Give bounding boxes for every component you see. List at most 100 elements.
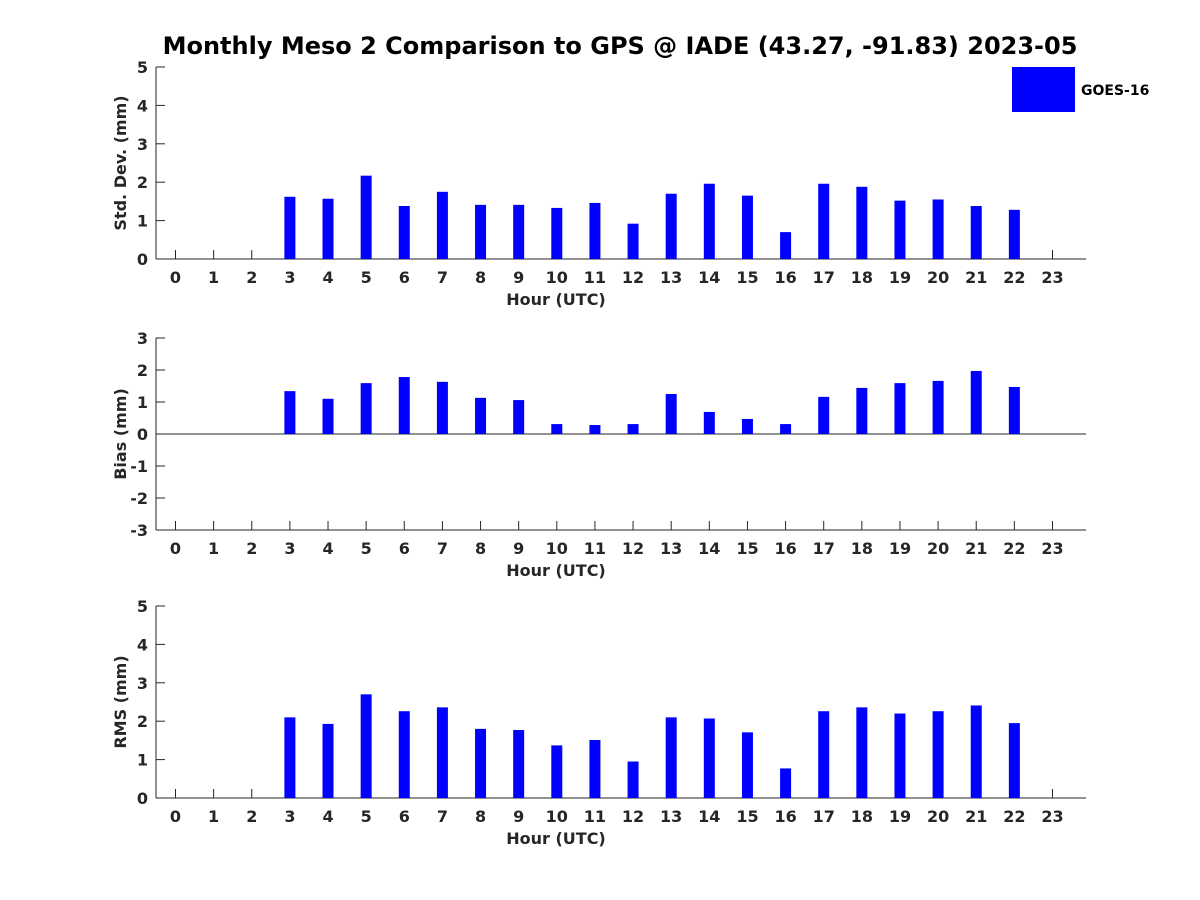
bar-bias-7 [436, 381, 448, 434]
bar-rms-20 [932, 711, 944, 798]
y-tick-label: 3 [137, 674, 148, 693]
y-tick-label: 2 [137, 361, 148, 380]
x-tick-label: 13 [660, 807, 682, 826]
y-tick-label: 3 [137, 329, 148, 348]
y-tick-label: 5 [137, 58, 148, 77]
x-tick-label: 0 [170, 807, 181, 826]
x-tick-label: 7 [437, 268, 448, 287]
x-tick-label: 23 [1041, 807, 1063, 826]
x-axis-label: Hour (UTC) [506, 290, 606, 309]
legend-swatch [1012, 67, 1075, 112]
x-tick-label: 18 [851, 539, 873, 558]
bar-std-21 [970, 206, 982, 259]
y-tick-label: -3 [130, 521, 148, 540]
x-tick-label: 21 [965, 539, 987, 558]
x-tick-label: 1 [208, 539, 219, 558]
bar-rms-7 [436, 707, 448, 798]
bar-rms-12 [627, 761, 639, 798]
bar-rms-15 [741, 732, 753, 798]
bar-bias-21 [970, 370, 982, 434]
x-tick-label: 20 [927, 268, 949, 287]
x-tick-label: 6 [399, 539, 410, 558]
x-tick-label: 0 [170, 268, 181, 287]
y-tick-label: 2 [137, 173, 148, 192]
x-tick-label: 3 [284, 539, 295, 558]
bar-std-19 [894, 200, 906, 259]
bar-rms-19 [894, 713, 906, 798]
x-tick-label: 8 [475, 807, 486, 826]
x-tick-label: 19 [889, 268, 911, 287]
x-tick-label: 9 [513, 268, 524, 287]
bar-rms-16 [780, 768, 792, 798]
y-tick-label: 1 [137, 751, 148, 770]
bar-std-6 [398, 206, 410, 259]
x-tick-label: 19 [889, 539, 911, 558]
bar-std-4 [322, 198, 334, 259]
bar-bias-22 [1008, 386, 1020, 434]
y-tick-label: 0 [137, 250, 148, 269]
x-tick-label: 17 [813, 268, 835, 287]
x-tick-label: 17 [813, 807, 835, 826]
x-tick-label: 10 [546, 539, 568, 558]
x-tick-label: 22 [1003, 539, 1025, 558]
bar-bias-16 [780, 424, 792, 434]
x-tick-label: 13 [660, 539, 682, 558]
x-tick-label: 12 [622, 539, 644, 558]
bar-std-3 [284, 196, 296, 259]
bar-bias-10 [551, 424, 563, 434]
legend-label: GOES-16 [1081, 83, 1149, 99]
y-tick-label: 0 [137, 425, 148, 444]
x-tick-label: 4 [322, 268, 333, 287]
bar-std-9 [513, 204, 525, 259]
x-tick-label: 9 [513, 807, 524, 826]
x-tick-label: 2 [246, 539, 257, 558]
bar-std-8 [475, 204, 487, 259]
x-tick-label: 7 [437, 539, 448, 558]
x-tick-label: 16 [774, 807, 796, 826]
bar-rms-14 [703, 718, 715, 798]
x-tick-label: 7 [437, 807, 448, 826]
bar-rms-4 [322, 723, 334, 798]
x-tick-label: 8 [475, 539, 486, 558]
bar-std-14 [703, 183, 715, 259]
bar-rms-6 [398, 711, 410, 798]
bar-std-22 [1008, 209, 1020, 259]
y-tick-label: 4 [137, 635, 148, 654]
x-tick-label: 17 [813, 539, 835, 558]
x-tick-label: 6 [399, 268, 410, 287]
x-tick-label: 18 [851, 268, 873, 287]
x-tick-label: 11 [584, 539, 606, 558]
bar-std-18 [856, 186, 868, 259]
x-tick-label: 2 [246, 268, 257, 287]
y-axis-label: RMS (mm) [111, 655, 130, 748]
x-tick-label: 16 [774, 268, 796, 287]
x-tick-label: 4 [322, 807, 333, 826]
x-tick-label: 8 [475, 268, 486, 287]
bar-bias-17 [818, 396, 830, 434]
bar-rms-22 [1008, 723, 1020, 798]
bar-bias-5 [360, 383, 372, 434]
x-tick-label: 10 [546, 807, 568, 826]
x-tick-label: 20 [927, 807, 949, 826]
x-tick-label: 9 [513, 539, 524, 558]
x-tick-label: 16 [774, 539, 796, 558]
x-tick-label: 13 [660, 268, 682, 287]
bar-bias-6 [398, 377, 410, 434]
bar-std-20 [932, 199, 944, 259]
x-tick-label: 4 [322, 539, 333, 558]
bar-std-16 [780, 232, 792, 259]
y-tick-label: 4 [137, 96, 148, 115]
legend: GOES-16 [1012, 67, 1149, 112]
x-tick-label: 11 [584, 268, 606, 287]
x-tick-label: 5 [361, 539, 372, 558]
x-tick-label: 11 [584, 807, 606, 826]
bar-rms-3 [284, 717, 296, 798]
x-tick-label: 6 [399, 807, 410, 826]
bar-bias-20 [932, 380, 944, 434]
x-tick-label: 15 [736, 807, 758, 826]
bar-bias-4 [322, 398, 334, 434]
x-tick-label: 14 [698, 807, 720, 826]
